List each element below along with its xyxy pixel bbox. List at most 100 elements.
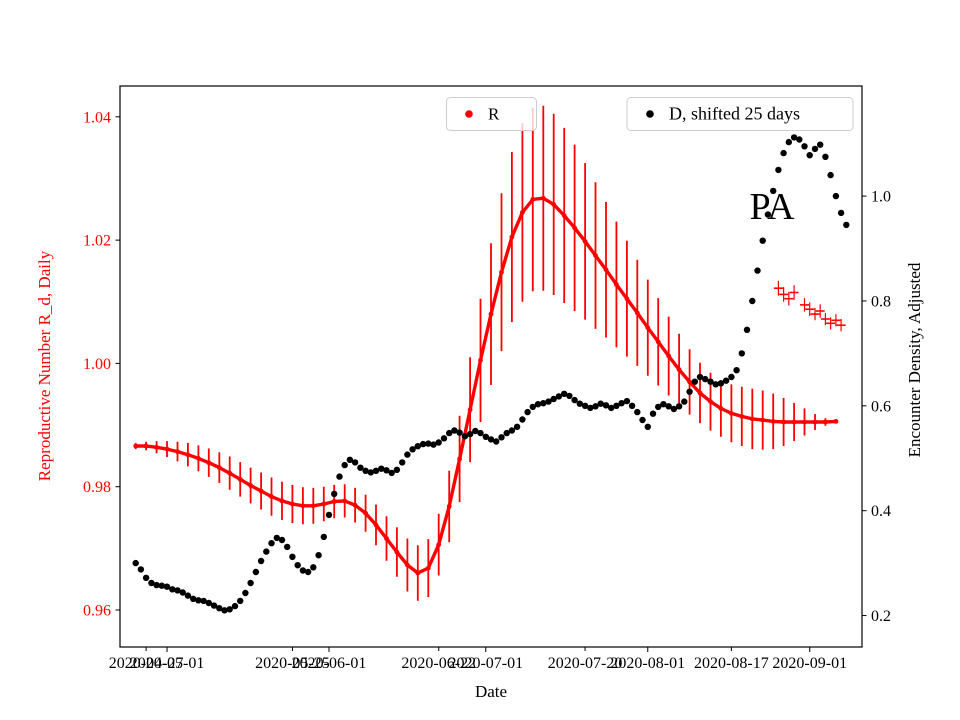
D-shifted-25-days-point [822, 153, 829, 160]
D-shifted-25-days-point [618, 400, 625, 407]
D-shifted-25-days-point [284, 543, 291, 551]
D-shifted-25-days-point [503, 429, 510, 437]
R-point [216, 465, 222, 470]
D-shifted-25-days-point [331, 490, 338, 498]
D-shifted-25-days-point [576, 400, 583, 407]
D-shifted-25-days-point [686, 388, 693, 395]
D-shifted-25-days-point [399, 459, 406, 466]
R-point [185, 452, 191, 458]
R-point [300, 503, 306, 509]
D-shifted-25-days-point [430, 441, 437, 448]
R-point [154, 444, 160, 450]
R-point [488, 311, 494, 317]
D-shifted-25-days-point [571, 396, 578, 404]
D-shifted-25-days-point [634, 408, 641, 416]
D-shifted-25-days-point [801, 143, 808, 150]
D-shifted-25-days-point [242, 589, 249, 597]
D-shifted-25-days-point [550, 395, 557, 403]
R-point [405, 562, 410, 568]
D-shifted-25-days-point [310, 564, 317, 571]
R-point [739, 414, 745, 419]
R-point [258, 488, 264, 494]
R-point [310, 503, 316, 509]
legend-r-label: R [488, 105, 500, 124]
R-point [237, 476, 243, 482]
R-point [175, 449, 180, 454]
R-point [290, 501, 295, 507]
R-point [833, 419, 839, 424]
D-shifted-25-days-point [770, 187, 777, 195]
y-axis-label-right: Encounter Density, Adjusted [905, 262, 924, 457]
R-point [279, 498, 285, 504]
R-point [363, 510, 368, 516]
R-point [164, 446, 170, 452]
D-shifted-25-days-point [670, 405, 678, 413]
D-shifted-25-days-point [419, 440, 427, 448]
D-shifted-25-days-point [325, 511, 333, 519]
R-point [196, 456, 201, 461]
R-point [540, 195, 546, 201]
R-point [603, 267, 609, 273]
D-shifted-25-days-point [304, 568, 312, 576]
D-shifted-25-days-point [540, 400, 547, 407]
R-point [614, 282, 619, 287]
R-point [655, 339, 661, 345]
series-D-shifted-25-days [132, 134, 850, 614]
R-point [269, 494, 274, 499]
D-shifted-25-days-point [226, 606, 233, 613]
R-point [457, 456, 462, 462]
D-shifted-25-days-point [545, 398, 552, 405]
D-shifted-25-days-point [179, 589, 186, 596]
x-tick-label-minor: 2020-05-25 [255, 655, 330, 672]
D-shifted-25-days-point [675, 403, 683, 410]
y-left-tick-label: 1.00 [83, 356, 111, 373]
y-right-tick-label: 0.8 [871, 293, 891, 310]
legend-r-box [446, 97, 537, 131]
D-shifted-25-days-point [754, 267, 761, 274]
axis-ticks [115, 116, 867, 652]
D-shifted-25-days-point [644, 423, 651, 430]
R-point [823, 419, 828, 425]
R-point [499, 269, 504, 275]
D-shifted-25-days-point [764, 211, 772, 218]
R-point [133, 443, 139, 449]
R-point [645, 325, 651, 331]
D-shifted-25-days-point [163, 583, 171, 590]
R-point [394, 549, 400, 555]
x-tick-label-minor: 2020-06-22 [401, 655, 476, 672]
y-right-tick-labels: 0.2 0.4 0.6 0.8 1.0 [871, 189, 891, 625]
R-point [624, 296, 630, 302]
D-shifted-25-days-point [738, 350, 745, 357]
D-shifted-25-days-point [299, 567, 307, 574]
x-axis-label: Date [475, 682, 507, 701]
R-point [687, 379, 692, 385]
R-point [321, 501, 327, 507]
D-shifted-25-days-point [372, 467, 380, 474]
D-shifted-25-days-point [534, 401, 542, 408]
D-shifted-25-days-point [263, 548, 270, 555]
y-left-tick-label: 0.96 [83, 603, 111, 620]
D-shifted-25-days-point [466, 430, 474, 438]
D-shifted-25-days-point [843, 221, 850, 229]
R-point [342, 498, 348, 504]
y-right-tick-label: 0.4 [871, 503, 891, 520]
R-point [749, 416, 755, 422]
R-point [478, 357, 483, 363]
D-shifted-25-days-point [712, 381, 719, 388]
D-shifted-25-days-point [190, 595, 197, 602]
D-shifted-25-days-point [749, 297, 756, 305]
R-point [718, 406, 724, 411]
D-shifted-25-days-point [566, 392, 573, 400]
D-shifted-25-days-point [409, 446, 416, 453]
D-shifted-25-days-point [169, 586, 176, 593]
D-shifted-25-days-point [237, 597, 244, 605]
D-shifted-25-days-point [817, 141, 824, 148]
R-point [561, 213, 567, 218]
D-shifted-25-days-point [482, 433, 489, 440]
D-shifted-25-days-point [628, 402, 636, 409]
y-axis-label-left: Reproductive Number R_d, Daily [35, 250, 54, 481]
R-point [708, 399, 713, 404]
R-point [352, 502, 358, 508]
x-tick-label-major: 2020-09-01 [772, 655, 847, 672]
